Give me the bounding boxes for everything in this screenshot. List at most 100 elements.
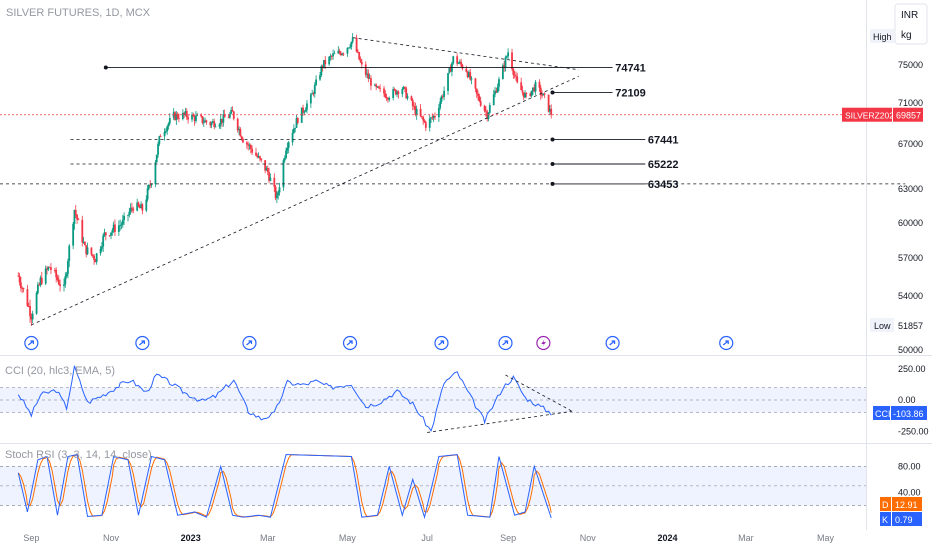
level-anchor[interactable] [550,181,555,186]
candle-body [461,64,464,69]
price-tick-label: 57000 [898,253,923,263]
rising-trendline[interactable] [31,76,579,326]
candle-body [266,167,269,173]
candle-body [95,253,98,263]
candle-body [342,53,345,55]
level-anchor[interactable] [550,137,555,142]
price-axis[interactable]: 50000 54000 57000 60000 63000 67000 71000 75000 [898,60,923,355]
candle-body [114,224,116,232]
candle-body [447,73,449,91]
candle-body [202,122,205,124]
last-price-value: 69857 [896,111,921,121]
candle-body [470,78,473,80]
level-anchor[interactable] [550,90,555,95]
candle-body [249,145,252,149]
candle-body [132,208,135,211]
cci-pane[interactable]: 250.00 0.00 -250.00 CCI -103.86 [0,364,929,437]
candle-body [273,177,276,187]
candle-body [379,88,381,89]
candle-body [236,118,239,131]
candle-body [255,152,257,156]
candle-body [283,157,286,161]
candle-body [511,52,513,70]
stoch-title: Stoch RSI (3, 3, 14, 14, close) [5,449,152,461]
candle-body [150,184,153,186]
event-arrow-icon[interactable] [605,335,620,351]
level-anchor[interactable] [103,65,108,70]
candle-body [268,172,270,181]
price-tick-label: 63000 [898,184,923,194]
event-arrow-icon[interactable] [24,335,39,351]
candle-body [264,160,267,171]
stoch-rsi-pane[interactable]: 80.00 40.00 D 12.91 K 0.79 [0,453,922,526]
candle-body [274,186,277,199]
candle-body [304,109,307,112]
candle-body [192,114,195,117]
cci-trendline[interactable] [505,374,573,412]
candle-body [441,96,444,98]
candle-body [30,316,33,320]
support-resistance-levels[interactable]: 74741 72109 67441 65222 63453 SILVERZ20236985… [0,37,923,326]
candle-body [247,144,250,146]
candle-body [437,108,440,118]
candle-body [149,185,152,186]
event-arrow-icon[interactable] [498,335,513,351]
candle-body [154,162,157,185]
candle-body [31,313,34,320]
stoch-tick-label: 80.00 [898,461,921,471]
candle-body [57,279,60,285]
candle-body [405,88,408,99]
candle-body [466,71,469,78]
units-box[interactable]: INR kg [894,3,928,45]
candle-body [456,56,459,64]
falling-trendline[interactable] [352,37,579,71]
time-axis[interactable]: Sep Nov 2023 Mar May Jul Sep Nov 2024 Mar May [23,533,834,543]
candle-body [55,269,58,278]
candle-body [394,89,397,95]
event-markers[interactable] [24,335,734,351]
event-arrow-icon[interactable] [242,335,257,351]
candle-body [340,52,342,56]
event-arrow-icon[interactable] [342,335,358,351]
stoch-series-name: K [882,515,888,525]
event-arrow-icon[interactable] [135,335,150,351]
level-anchor[interactable] [550,162,555,167]
candle-body [242,138,244,143]
candle-body [163,131,166,137]
stoch-value: 12.91 [895,500,918,510]
price-tick-label: 60000 [898,218,923,228]
event-arrow-icon[interactable] [434,335,449,351]
candle-body [77,219,80,221]
candle-body [85,245,88,255]
candle-body [319,75,321,80]
candle-body [505,56,508,58]
stoch-tick-label: 40.00 [898,487,921,497]
symbol-tag [842,107,892,122]
candle-body [121,220,124,225]
candle-body [277,192,280,196]
candle-body [487,112,490,119]
candle-body [397,91,400,95]
candle-body [428,118,431,128]
candle-body [174,112,176,121]
candle-body [245,142,248,145]
stoch-value: 0.79 [895,515,913,525]
candle-body [93,255,95,260]
earnings-bolt-icon[interactable] [536,335,551,351]
candle-body [524,93,526,98]
level-label: 65222 [648,159,679,171]
candle-body [309,94,312,104]
candle-body [475,88,478,94]
candle-body [543,93,546,95]
candle-body [414,106,417,115]
candle-body [478,96,481,102]
candle-body [333,53,336,55]
candle-body [434,116,436,118]
candle-body [474,78,477,89]
cci-trendline[interactable] [427,410,573,433]
candle-body [72,223,75,246]
candle-body [359,59,362,62]
event-arrow-icon[interactable] [719,335,734,351]
candle-body [460,61,462,65]
